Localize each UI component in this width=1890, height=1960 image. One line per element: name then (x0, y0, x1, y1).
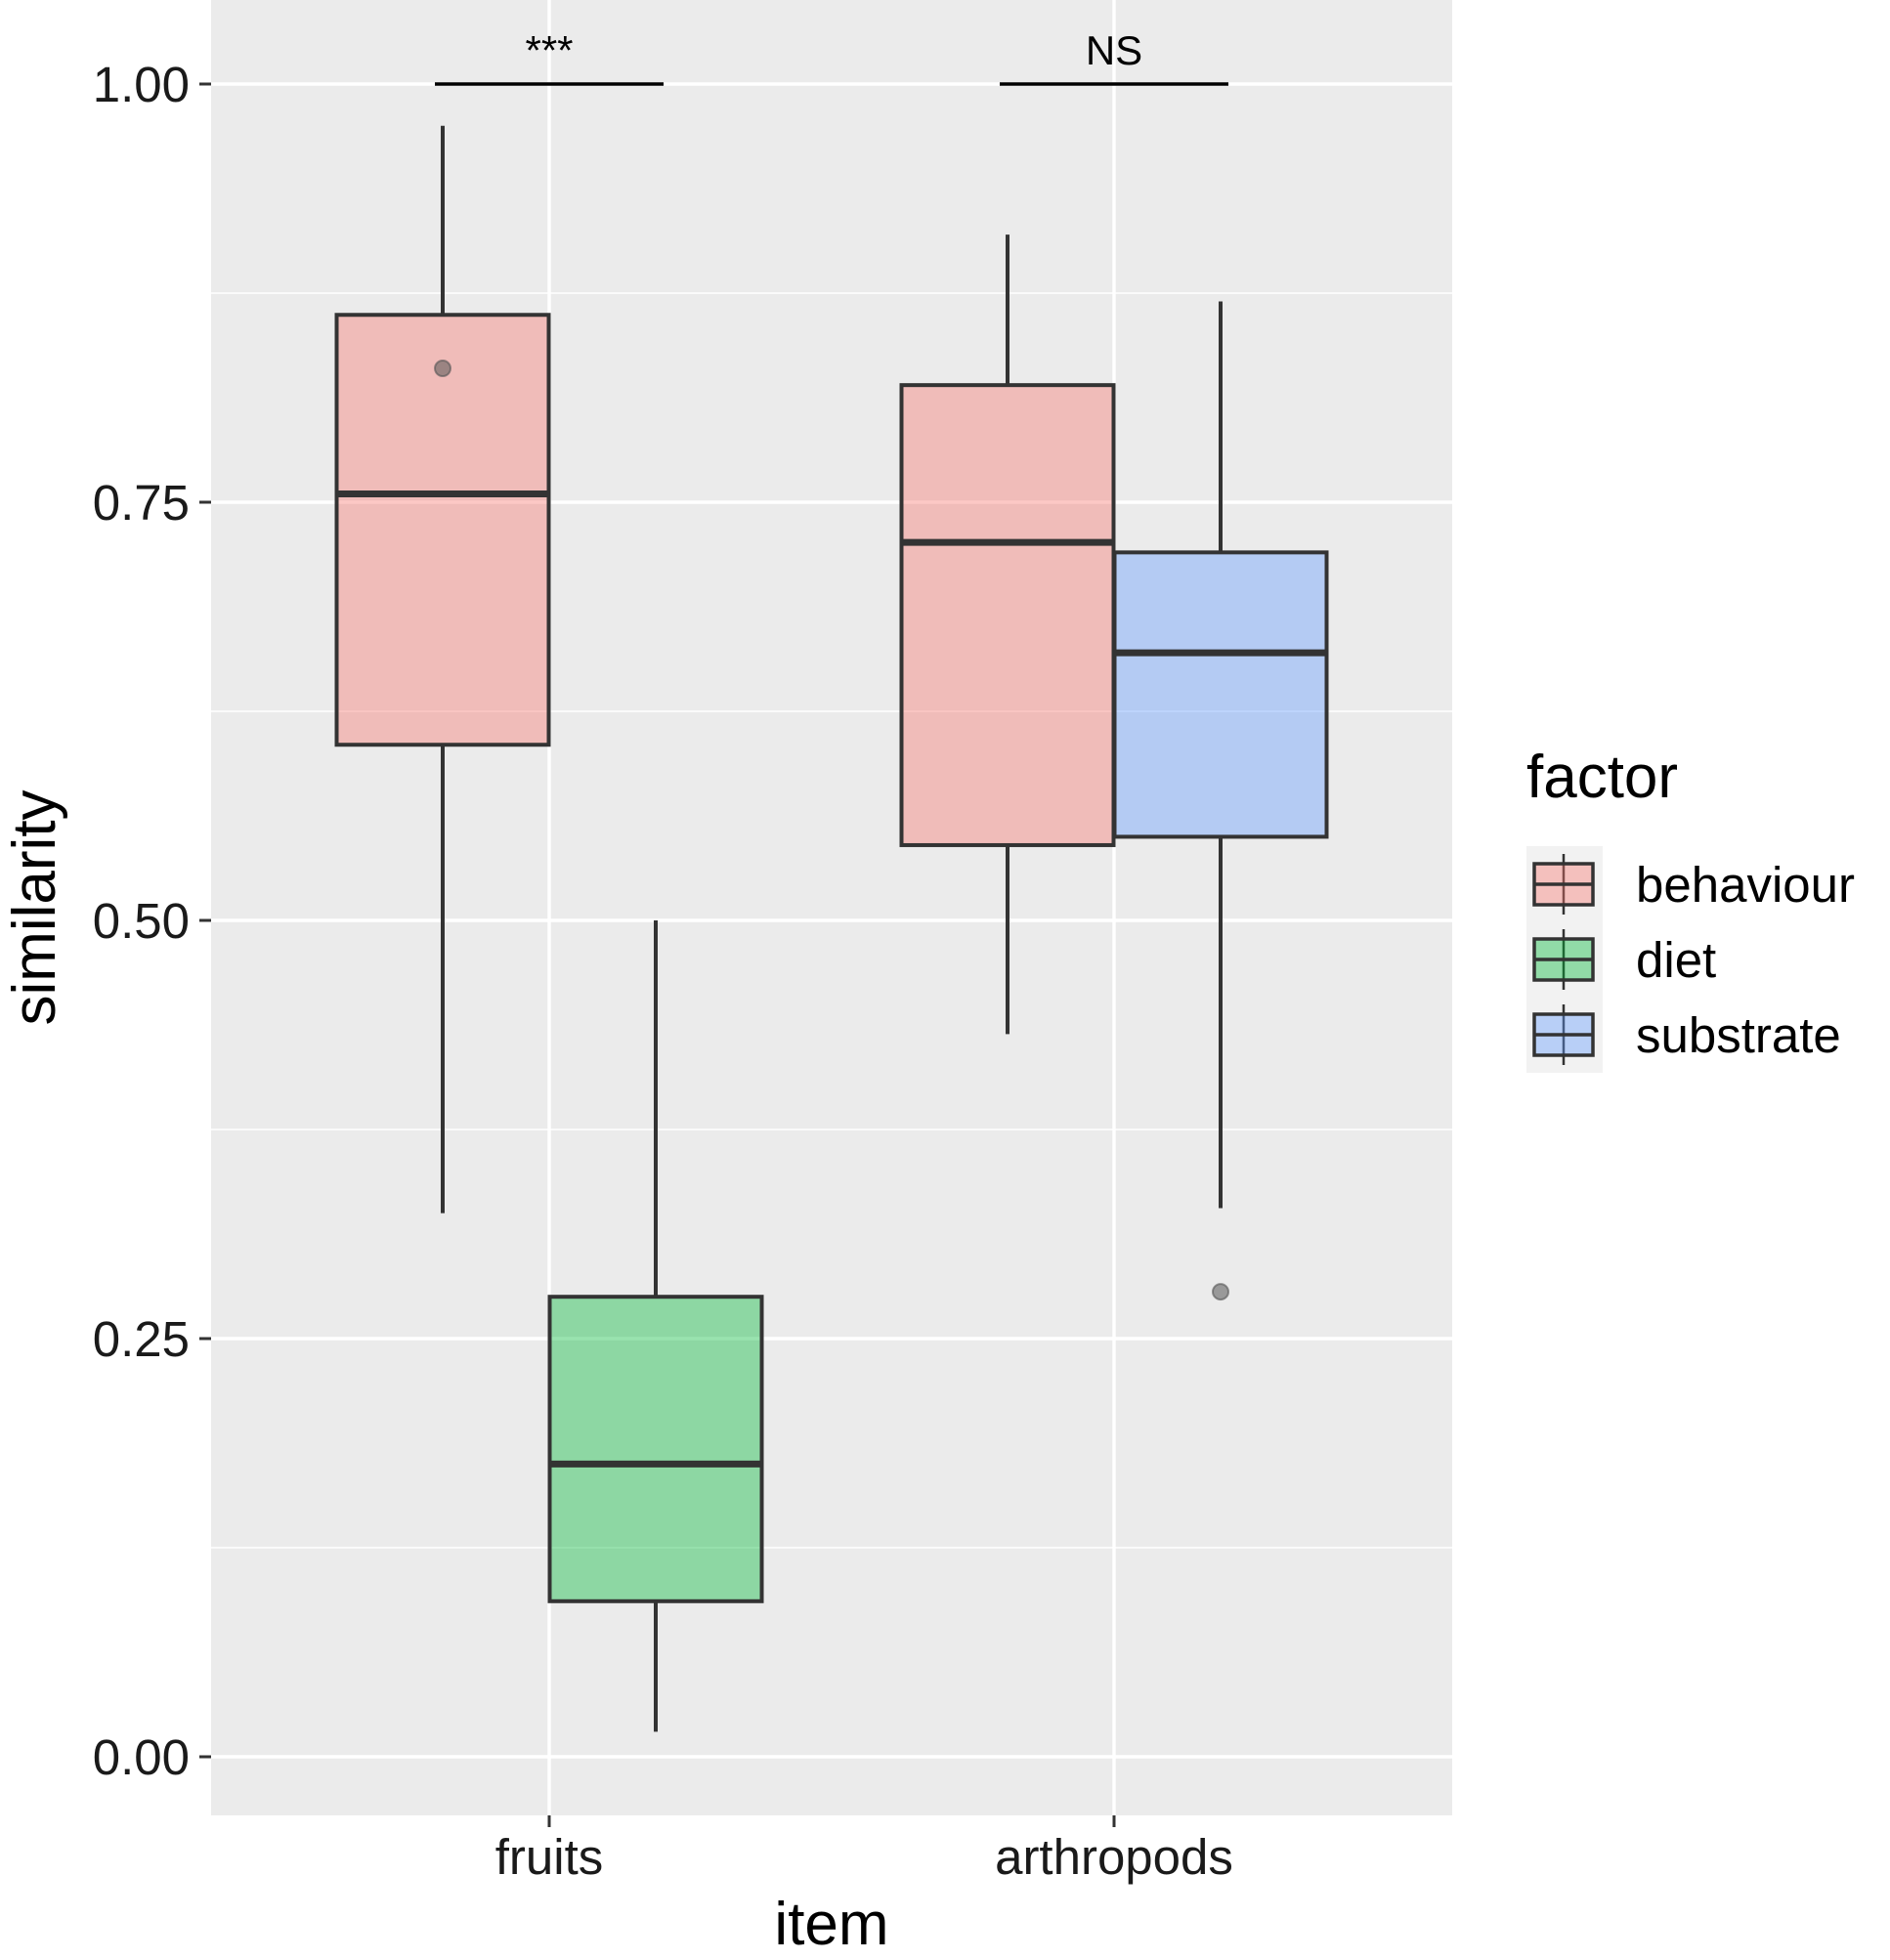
box-fruits-behaviour (334, 125, 551, 1214)
legend-item-behaviour: behaviour (1532, 854, 1855, 915)
legend-title: factor (1526, 744, 1678, 811)
y-tick-label: 0.75 (93, 475, 190, 531)
outlier-point (434, 360, 451, 378)
y-axis-title: similarity (1, 789, 68, 1025)
box-iqr (899, 383, 1116, 847)
y-axis: 0.00 0.25 0.50 0.75 1.00 (93, 57, 211, 1785)
outlier-point (1212, 1283, 1229, 1301)
legend-label: behaviour (1636, 857, 1855, 913)
box-iqr (1112, 550, 1329, 839)
boxes (334, 125, 1329, 1732)
x-tick-label: arthropods (995, 1829, 1233, 1885)
legend-label: substrate (1636, 1007, 1841, 1063)
box-iqr (547, 1295, 764, 1603)
significance-label: NS (1086, 27, 1142, 73)
legend-label: diet (1636, 932, 1716, 988)
legend-item-substrate: substrate (1532, 1004, 1841, 1065)
x-axis: fruits arthropods (495, 1815, 1233, 1885)
significance-label: *** (525, 27, 573, 73)
x-tick-label: fruits (495, 1829, 604, 1885)
y-tick-label: 0.50 (93, 893, 190, 949)
panel-background (211, 0, 1452, 1815)
box-arthropods-behaviour (899, 234, 1116, 1035)
y-tick-label: 0.00 (93, 1729, 190, 1785)
box-iqr (334, 313, 551, 747)
legend-item-diet: diet (1532, 929, 1716, 990)
legend: factor behaviour diet substrate (1526, 744, 1855, 1073)
y-tick-label: 0.25 (93, 1311, 190, 1367)
annotations: *** NS (435, 27, 1228, 86)
x-axis-title: item (774, 1891, 888, 1955)
box-fruits-diet (547, 920, 764, 1732)
y-tick-label: 1.00 (93, 57, 190, 112)
box-arthropods-substrate (1112, 301, 1329, 1301)
grid-minor (211, 292, 1452, 1549)
